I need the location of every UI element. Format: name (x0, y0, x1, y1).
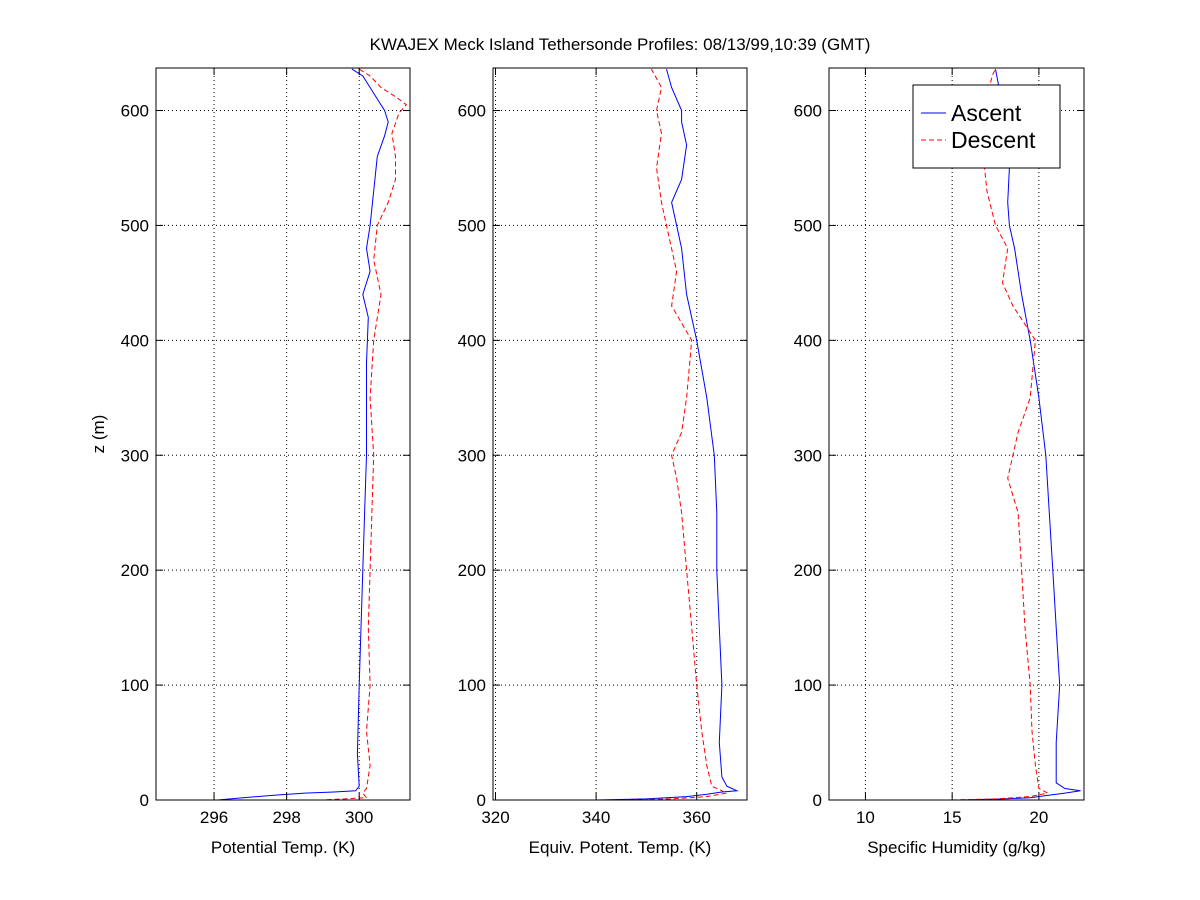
panel-2: 320 340 360 0 100 200 300 400 500 600 Equiv. Poten… (458, 67, 748, 857)
plot-area (829, 68, 1084, 800)
y-tick-label: 400 (458, 331, 486, 350)
series-line-ascent (520, 68, 739, 800)
x-tick-label: 15 (943, 808, 962, 827)
y-tick-label: 400 (121, 331, 149, 350)
y-tick-label: 200 (458, 561, 486, 580)
x-tick-label: 300 (345, 808, 373, 827)
plot-frame (155, 67, 411, 801)
y-tick-label: 500 (458, 216, 486, 235)
x-tick-label: 320 (481, 808, 509, 827)
legend-label-descent: Descent (951, 127, 1036, 153)
chart-title: KWAJEX Meck Island Tethersonde Profiles:… (370, 35, 871, 54)
plot-frame (828, 67, 1085, 801)
y-tick-label: 200 (121, 561, 149, 580)
x-axis-label: Equiv. Potent. Temp. (K) (529, 838, 712, 857)
y-tick-label: 400 (794, 331, 822, 350)
y-tick-label: 200 (794, 561, 822, 580)
plot-frame (492, 67, 748, 801)
x-tick-label: 296 (200, 808, 228, 827)
plot-area (493, 68, 747, 800)
x-axis-label: Potential Temp. (K) (211, 838, 355, 857)
x-axis-label: Specific Humidity (g/kg) (867, 838, 1046, 857)
series-line-ascent (159, 68, 389, 800)
plot-area (156, 68, 410, 800)
y-axis-label: z (m) (89, 415, 108, 454)
y-tick-label: 0 (140, 791, 149, 810)
series-line-descent (545, 68, 729, 800)
y-tick-label: 0 (813, 791, 822, 810)
y-tick-label: 600 (794, 102, 822, 121)
y-tick-label: 100 (794, 676, 822, 695)
x-tick-label: 298 (272, 808, 300, 827)
x-tick-label: 340 (582, 808, 610, 827)
y-tick-label: 300 (458, 446, 486, 465)
y-tick-label: 0 (477, 791, 486, 810)
y-tick-label: 100 (458, 676, 486, 695)
y-tick-label: 500 (794, 216, 822, 235)
y-tick-label: 100 (121, 676, 149, 695)
series-line-ascent (830, 69, 1081, 800)
y-tick-label: 500 (121, 216, 149, 235)
y-tick-label: 300 (121, 446, 149, 465)
y-tick-label: 600 (458, 102, 486, 121)
legend-box (912, 84, 1061, 169)
legend-label-ascent: Ascent (951, 100, 1022, 126)
x-tick-label: 360 (683, 808, 711, 827)
panel-1: 296 298 300 0 100 200 300 400 500 600 Potential Te… (121, 67, 411, 857)
series-line-descent (286, 68, 408, 800)
y-tick-label: 600 (121, 102, 149, 121)
x-tick-label: 20 (1029, 808, 1048, 827)
y-tick-label: 300 (794, 446, 822, 465)
x-tick-label: 10 (856, 808, 875, 827)
